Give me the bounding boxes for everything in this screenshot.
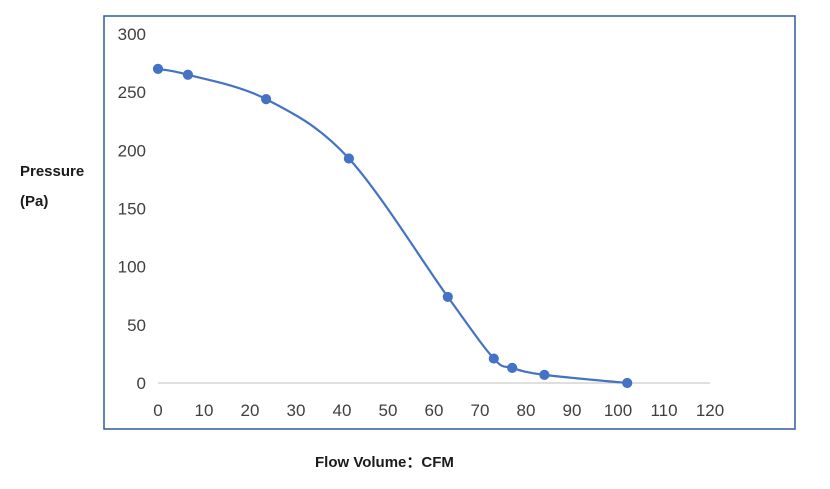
- data-point: [539, 369, 550, 380]
- data-point: [261, 94, 272, 105]
- data-point: [182, 69, 193, 80]
- y-tick-label: 50: [127, 316, 146, 335]
- data-point: [152, 63, 164, 75]
- x-tick-label: 120: [696, 401, 724, 420]
- data-point: [622, 377, 633, 389]
- y-tick-label: 200: [118, 141, 146, 160]
- x-tick-label: 110: [650, 401, 677, 420]
- x-tick-label: 0: [153, 401, 162, 420]
- y-axis-title-line-1: Pressure: [20, 163, 84, 180]
- x-tick-label: 100: [604, 401, 632, 420]
- data-point: [343, 153, 354, 164]
- series-layer: [152, 63, 633, 389]
- x-tick-label: 50: [379, 401, 398, 420]
- y-tick-label: 0: [137, 374, 146, 393]
- x-tick-label: 90: [563, 401, 582, 420]
- plot-frame: [103, 15, 796, 430]
- series-line: [157, 67, 628, 385]
- x-tick-label: 20: [241, 401, 260, 420]
- y-tick-label: 150: [118, 200, 146, 219]
- x-tick-label: 60: [425, 401, 444, 420]
- x-axis-title: Flow Volume：CFM: [315, 454, 454, 471]
- x-tick-label: 80: [517, 401, 536, 420]
- data-point: [488, 353, 499, 364]
- x-tick-label: 30: [287, 401, 306, 420]
- x-tick-label: 70: [471, 401, 490, 420]
- y-axis-title-line-2: (Pa): [20, 193, 48, 210]
- x-tick-label: 10: [195, 401, 214, 420]
- axes: 0 10 20 30 40 50 60 70 80 90 100 110 120 0 50 100 150 200…: [118, 25, 725, 420]
- data-point: [507, 362, 518, 373]
- y-tick-label: 100: [118, 258, 146, 277]
- y-tick-label: 300: [118, 25, 146, 44]
- y-tick-label: 250: [118, 83, 146, 102]
- data-point: [442, 291, 453, 303]
- x-tick-label: 40: [333, 401, 352, 420]
